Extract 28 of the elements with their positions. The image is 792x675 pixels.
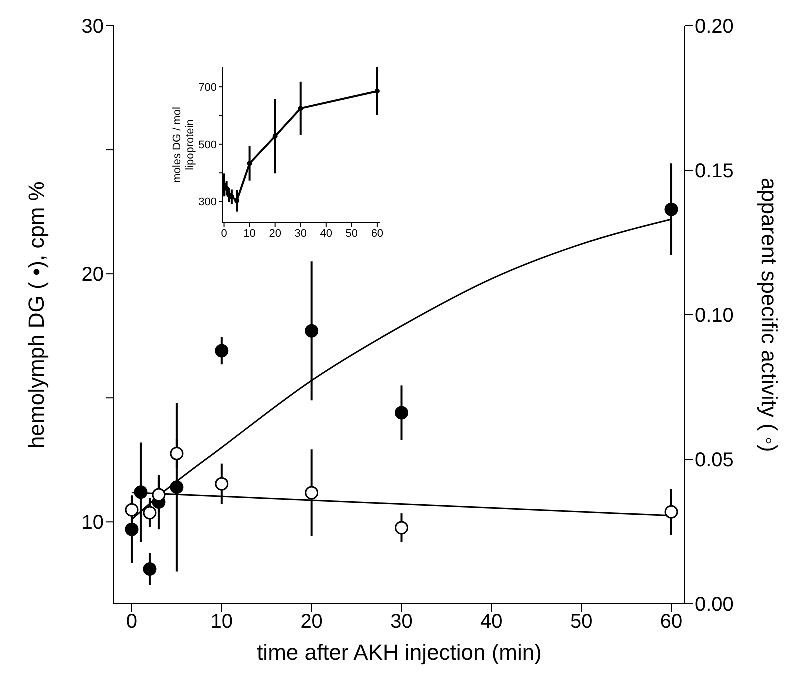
y-tick-label: 20	[82, 264, 104, 286]
y2-tick-label: 0.00	[695, 594, 734, 616]
x-tick-label: 20	[300, 611, 323, 634]
y-axis-title: moles DG / mol lipoprotein	[172, 107, 196, 183]
y-tick-label: 300	[198, 196, 217, 209]
y2-tick-label: 0.15	[695, 160, 734, 183]
x-tick-label: 0	[221, 228, 228, 240]
x-tick-label: 30	[294, 228, 307, 240]
y-tick-label: 700	[198, 82, 217, 94]
y2-tick-label: 0.10	[695, 305, 734, 328]
x-tick-label: 10	[244, 228, 256, 240]
y2-tick-label: 0.05	[695, 450, 734, 472]
x-tick-label: 20	[269, 228, 282, 240]
y-axis-title: hemolymph DG ( •), cpm %	[24, 182, 48, 448]
y2-axis-title: apparent specific activity ( ◦)	[758, 178, 782, 452]
x-tick-label: 60	[660, 611, 683, 634]
x-tick-label: 50	[570, 611, 593, 634]
x-tick-label: 0	[126, 611, 138, 634]
y-tick-label: 10	[82, 512, 104, 534]
y-tick-label: 500	[198, 139, 217, 152]
x-tick-label: 30	[390, 611, 413, 634]
y-tick-label: 30	[82, 16, 104, 38]
x-tick-label: 40	[320, 228, 333, 240]
x-axis-title: time after AKH injection (min)	[257, 640, 542, 665]
x-tick-label: 40	[480, 611, 503, 634]
y2-tick-label: 0.20	[695, 16, 734, 38]
x-tick-label: 60	[371, 228, 384, 240]
x-tick-label: 50	[346, 228, 358, 240]
